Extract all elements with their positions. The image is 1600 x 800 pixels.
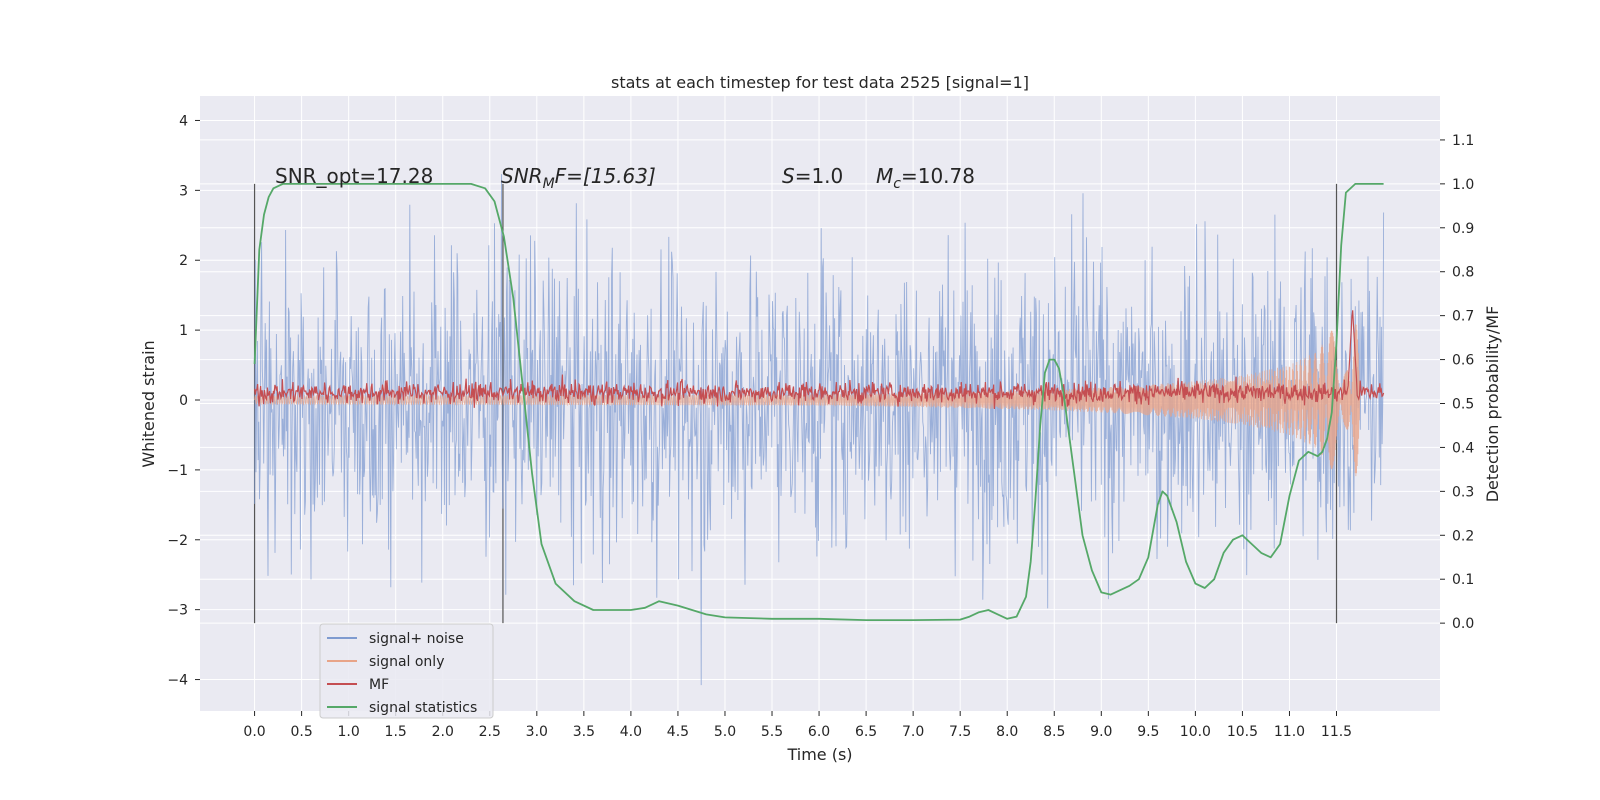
- annotation-mc-val: =10.78: [901, 164, 975, 188]
- y-tick-label: 2: [179, 253, 188, 269]
- y2-tick-label: 0.1: [1452, 572, 1474, 588]
- y-axis-label: Whitened strain: [139, 340, 158, 467]
- x-tick-label: 8.5: [1043, 724, 1065, 740]
- x-tick-label: 11.5: [1321, 724, 1352, 740]
- y2-tick-label: 1.1: [1452, 133, 1474, 149]
- y2-tick-label: 0.6: [1452, 353, 1474, 369]
- annotation-mc: Mc=10.78: [876, 164, 975, 192]
- y2-axis-label: Detection probability/MF: [1483, 306, 1502, 503]
- x-tick-label: 9.0: [1090, 724, 1112, 740]
- x-tick-label: 10.5: [1227, 724, 1258, 740]
- y2-tick-label: 0.7: [1452, 309, 1474, 325]
- y-tick-label: 1: [179, 323, 188, 339]
- annotation-snr-mf-main: SNR: [501, 164, 543, 188]
- y2-tick-label: 0.5: [1452, 397, 1474, 413]
- x-tick-label: 5.5: [761, 724, 783, 740]
- y2-axis-ticks: 0.0 0.1 0.2 0.3 0.4 0.5 0.6 0.7 0.8 0.9 1.0 1.1: [1440, 133, 1474, 632]
- x-tick-label: 9.5: [1137, 724, 1159, 740]
- series-mf: [254, 310, 1385, 410]
- annotation-snr-mf-sub: M: [543, 176, 555, 192]
- x-axis-label: Time (s): [786, 745, 852, 764]
- x-tick-label: 3.5: [573, 724, 595, 740]
- annotation-s-val: =1.0: [795, 164, 844, 188]
- y-tick-label: 3: [179, 183, 188, 199]
- x-tick-label: 7.5: [949, 724, 971, 740]
- annotation-s-var: S: [782, 164, 795, 188]
- x-axis-ticks: 0.0 0.5 1.0 1.5 2.0 2.5 3.0 3.5 4.0 4.5 5.0 5.5 6.0 6…: [243, 711, 1352, 740]
- y2-tick-label: 0.3: [1452, 484, 1474, 500]
- y-tick-label: 0: [179, 393, 188, 409]
- annotation-mc-var: M: [876, 164, 893, 188]
- y2-tick-label: 0.0: [1452, 616, 1474, 632]
- legend-label-signal-only: signal only: [369, 654, 444, 670]
- annotation-s: S=1.0: [782, 164, 843, 188]
- x-tick-label: 0.0: [243, 724, 265, 740]
- x-tick-label: 4.0: [620, 724, 642, 740]
- series-signal-noise: [254, 174, 1385, 686]
- x-tick-label: 6.0: [808, 724, 830, 740]
- y-axis-ticks: −4 −3 −2 −1 0 1 2 3 4: [167, 113, 200, 689]
- legend: signal+ noise signal only MF signal stat…: [319, 623, 494, 719]
- x-tick-label: 6.5: [855, 724, 877, 740]
- y-tick-label: −3: [167, 603, 188, 619]
- x-tick-label: 8.0: [996, 724, 1018, 740]
- x-tick-label: 10.0: [1180, 724, 1211, 740]
- y-tick-label: 4: [179, 113, 188, 129]
- x-tick-label: 5.0: [714, 724, 736, 740]
- x-tick-label: 1.0: [338, 724, 360, 740]
- annotation-snr-mf-rest: F=[15.63]: [555, 164, 656, 188]
- y2-tick-label: 1.0: [1452, 177, 1474, 193]
- x-tick-label: 2.0: [432, 724, 454, 740]
- y-tick-label: −1: [167, 463, 188, 479]
- series-signal-statistics: [253, 182, 1384, 621]
- x-tick-label: 7.0: [902, 724, 924, 740]
- legend-label-signal-statistics: signal statistics: [369, 700, 477, 716]
- annotation-snr-mf: SNRMF=[15.63]: [501, 164, 656, 192]
- signal-noise-line: [254, 174, 1385, 686]
- x-tick-label: 0.5: [290, 724, 312, 740]
- chart-title: stats at each timestep for test data 252…: [611, 73, 1029, 92]
- y-tick-label: −2: [167, 533, 188, 549]
- mf-line: [254, 310, 1385, 410]
- x-tick-label: 2.5: [479, 724, 501, 740]
- y2-tick-label: 0.2: [1452, 528, 1474, 544]
- legend-label-mf: MF: [369, 677, 389, 693]
- x-tick-label: 11.0: [1274, 724, 1305, 740]
- x-tick-label: 1.5: [385, 724, 407, 740]
- y-tick-label: −4: [167, 673, 188, 689]
- legend-label-signal-noise: signal+ noise: [369, 631, 464, 647]
- x-tick-label: 4.5: [667, 724, 689, 740]
- y2-tick-label: 0.8: [1452, 265, 1474, 281]
- y2-tick-label: 0.4: [1452, 440, 1474, 456]
- annotation-snr-opt: SNR_opt=17.28: [275, 164, 433, 188]
- y2-tick-label: 0.9: [1452, 221, 1474, 237]
- x-tick-label: 3.0: [526, 724, 548, 740]
- legend-box: [319, 623, 494, 719]
- annotation-mc-sub: c: [893, 176, 901, 192]
- signal-statistics-line: [253, 182, 1384, 621]
